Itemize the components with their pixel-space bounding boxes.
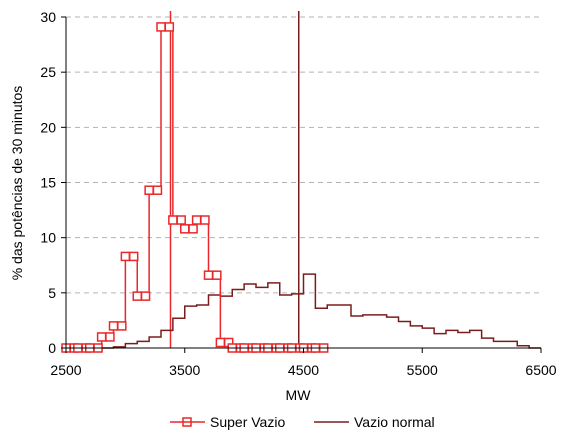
series-line-super-vazio — [66, 26, 324, 349]
super-vazio-point-2900-start — [108, 321, 119, 331]
super-vazio-point-3700-start — [203, 270, 214, 280]
super-vazio-point-3500-start — [180, 224, 190, 234]
series-vazio-normal — [66, 273, 541, 349]
super-vazio-point-3800-start — [215, 337, 226, 348]
x-tick-label-6500: 6500 — [525, 362, 556, 378]
y-tick-label-0: 0 — [48, 340, 56, 356]
y-axis-title: % das potências de 30 minutos — [9, 86, 25, 281]
super-vazio-point-3700-end — [212, 270, 222, 280]
super-vazio-point-3400-start — [168, 215, 178, 225]
y-tick-label-10: 10 — [40, 230, 56, 246]
super-vazio-point-3300-end — [164, 22, 175, 32]
legend: Super Vazio Vazio normal — [170, 414, 435, 430]
super-vazio-point-3200-start — [144, 185, 154, 195]
super-vazio-point-3000-end — [128, 251, 139, 262]
super-vazio-point-3300-start — [156, 22, 166, 32]
series-line-vazio-normal — [66, 273, 541, 349]
super-vazio-point-3100-end — [140, 291, 151, 301]
axes — [61, 16, 542, 353]
super-vazio-point-3400-end — [176, 215, 186, 225]
super-vazio-point-3200-end — [152, 185, 163, 195]
legend-item-vazio-normal: Vazio normal — [314, 414, 435, 430]
legend-marker-super-vazio — [182, 417, 192, 427]
legend-label-super-vazio: Super Vazio — [210, 414, 285, 430]
legend-item-super-vazio: Super Vazio — [170, 414, 285, 430]
super-vazio-point-3600-start — [191, 215, 202, 225]
super-vazio-point-2800-start — [96, 332, 107, 342]
super-vazio-point-3600-end — [200, 215, 210, 225]
super-vazio-point-2800-end — [105, 332, 115, 342]
x-axis-title: MW — [286, 387, 312, 403]
super-vazio-point-3000-start — [120, 251, 131, 262]
y-tick-labels: 0 5 10 15 20 25 30 — [40, 9, 56, 356]
y-tick-label-20: 20 — [40, 119, 56, 135]
super-vazio-point-3500-end — [188, 224, 198, 234]
x-tick-label-5500: 5500 — [407, 362, 438, 378]
super-vazio-point-2900-end — [117, 321, 127, 331]
y-tick-label-30: 30 — [40, 9, 56, 25]
reference-lines — [169, 11, 300, 348]
grid-lines — [66, 16, 541, 294]
series-super-vazio — [66, 26, 324, 349]
x-tick-labels: 2500 3500 4500 5500 6500 — [50, 362, 556, 378]
x-tick-label-2500: 2500 — [50, 362, 81, 378]
y-tick-label-25: 25 — [40, 64, 56, 80]
super-vazio-point-3100-start — [132, 291, 142, 301]
y-tick-label-15: 15 — [40, 175, 56, 191]
x-tick-label-4500: 4500 — [288, 362, 319, 378]
x-tick-label-3500: 3500 — [169, 362, 200, 378]
legend-label-vazio-normal: Vazio normal — [354, 414, 435, 430]
y-tick-label-5: 5 — [48, 285, 56, 301]
